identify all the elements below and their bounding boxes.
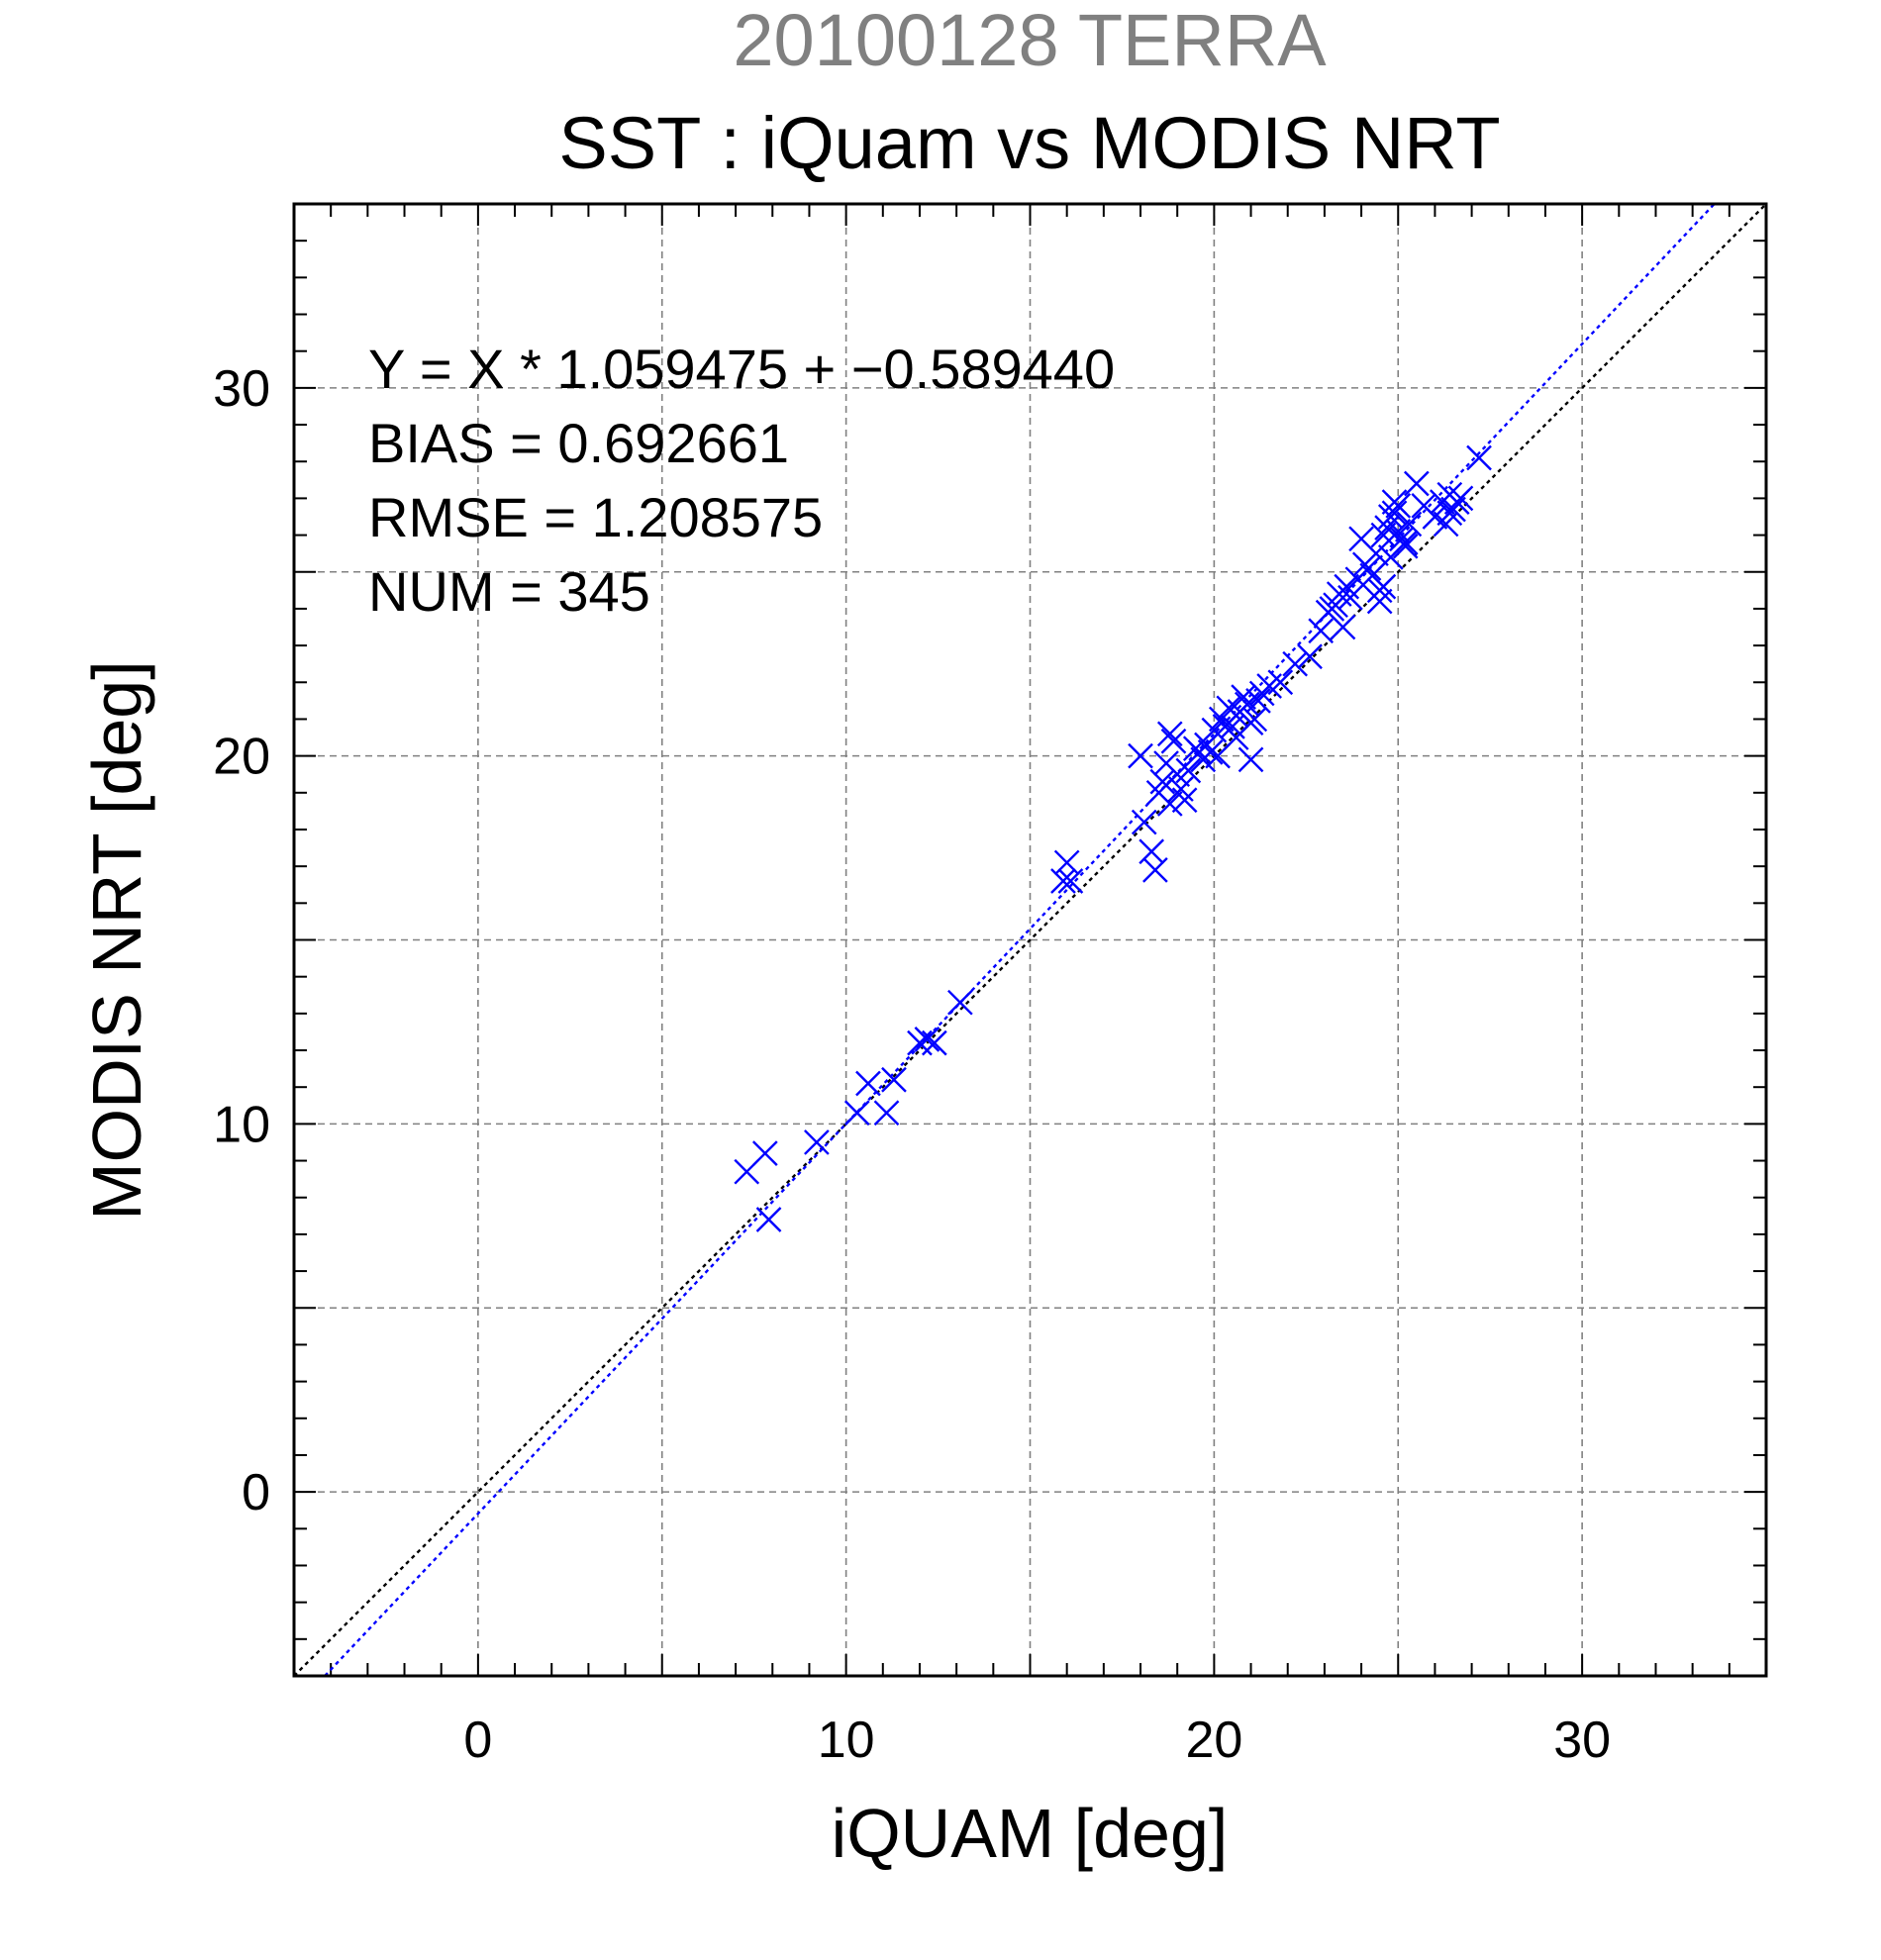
reference-lines	[293, 203, 1767, 1677]
minor-ticks	[293, 203, 1767, 1677]
plot-frame	[292, 202, 1768, 1678]
data-point	[1131, 809, 1157, 835]
x-tick-label: 10	[818, 1712, 875, 1769]
x-tick-label: 0	[463, 1712, 492, 1769]
data-point	[1057, 868, 1084, 894]
data-point	[1297, 643, 1323, 670]
data-point	[1366, 588, 1393, 615]
data-point	[1282, 650, 1309, 677]
data-point	[1381, 489, 1408, 515]
data-points	[734, 444, 1492, 1232]
y-tick-label: 10	[213, 1096, 270, 1153]
data-point	[1160, 728, 1187, 754]
fit-equation: Y = X * 1.059475 + −0.589440	[368, 338, 1115, 400]
data-point	[1138, 838, 1165, 865]
x-tick-label: 20	[1185, 1712, 1242, 1769]
num-value: NUM = 345	[368, 560, 650, 623]
x-tick-label: 30	[1553, 1712, 1611, 1769]
data-point	[1392, 530, 1419, 555]
data-point	[1053, 849, 1080, 876]
data-point	[1355, 555, 1382, 581]
data-point	[755, 1207, 782, 1232]
bias-value: BIAS = 0.692661	[368, 412, 789, 474]
y-axis-label: MODIS NRT [deg]	[78, 660, 155, 1220]
data-point	[1153, 750, 1179, 776]
data-point	[1128, 742, 1153, 769]
data-point	[1267, 669, 1294, 696]
data-point	[1334, 573, 1360, 600]
rmse-value: RMSE = 1.208575	[368, 486, 823, 548]
data-point	[1308, 618, 1335, 644]
data-point	[1363, 540, 1389, 567]
data-point	[1385, 519, 1412, 544]
data-point	[804, 1129, 830, 1155]
data-point	[1142, 857, 1168, 883]
data-point	[1231, 684, 1256, 710]
data-point	[1319, 596, 1345, 622]
data-point	[1223, 725, 1249, 750]
data-point	[1466, 444, 1492, 471]
chart-title: 20100128 TERRA	[733, 0, 1327, 81]
data-point	[1208, 706, 1235, 733]
data-point	[1238, 746, 1264, 773]
data-point	[921, 1029, 947, 1056]
data-point	[1447, 485, 1474, 512]
identity-line	[293, 203, 1767, 1677]
data-point	[855, 1070, 881, 1097]
stats-block: Y = X * 1.059475 + −0.589440 BIAS = 0.69…	[368, 338, 1115, 623]
y-tick-label: 0	[242, 1464, 270, 1521]
data-point	[914, 1027, 940, 1052]
data-point	[1403, 470, 1430, 497]
data-point	[1422, 504, 1448, 530]
data-point	[1370, 522, 1397, 548]
data-point	[947, 989, 973, 1016]
tick-labels: 0 10 20 30 0 10 20 30	[213, 360, 1611, 1769]
data-point	[881, 1066, 907, 1093]
data-point	[1168, 776, 1194, 802]
data-point	[843, 1100, 870, 1127]
data-point	[1175, 757, 1202, 784]
chart-subtitle: SST : iQuam vs MODIS NRT	[558, 102, 1500, 184]
y-tick-label: 20	[213, 729, 270, 786]
data-point	[873, 1100, 900, 1127]
grid-lines	[294, 204, 1766, 1676]
data-point	[1436, 500, 1463, 527]
data-point	[751, 1140, 778, 1166]
data-point	[1370, 573, 1397, 600]
data-point	[1156, 721, 1183, 747]
x-axis-label: iQUAM [deg]	[832, 1795, 1229, 1872]
data-point	[1156, 791, 1183, 817]
data-point	[1194, 732, 1220, 758]
data-point	[1234, 691, 1260, 718]
data-point	[1197, 739, 1224, 765]
data-point	[1330, 614, 1356, 640]
y-tick-label: 30	[213, 360, 270, 418]
